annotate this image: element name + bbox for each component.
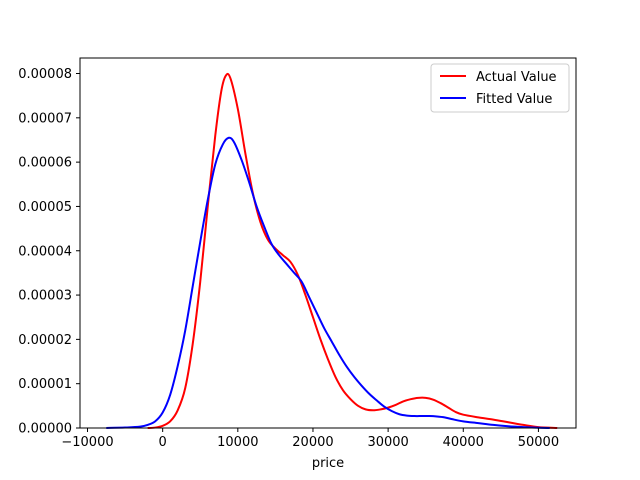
- y-tick-label: 0.00002: [18, 333, 72, 348]
- x-axis-label: price: [312, 456, 344, 471]
- series-line-actual-value: [147, 72, 558, 429]
- y-tick-label: 0.00001: [18, 377, 72, 392]
- y-axis-ticks: 0.00000 0.00001 0.00002 0.00003 0.00004 0.000…: [18, 67, 80, 437]
- legend-label-fitted: Fitted Value: [476, 92, 552, 107]
- plot-area-frame: [79, 57, 577, 429]
- y-tick-label: 0.00003: [18, 289, 72, 304]
- y-tick-label: 0.00000: [18, 422, 72, 437]
- x-tick-label: 20000: [292, 435, 333, 450]
- x-tick-label: 0: [159, 435, 167, 450]
- legend: Actual Value Fitted Value: [430, 63, 570, 113]
- x-tick-label: 10000: [217, 435, 258, 450]
- x-tick-label: −10000: [61, 435, 113, 450]
- y-tick-label: 0.00006: [18, 156, 72, 171]
- y-tick-label: 0.00005: [18, 200, 72, 215]
- x-tick-label: 30000: [367, 435, 408, 450]
- series-line-fitted-value: [106, 136, 550, 429]
- series-curves: [106, 72, 558, 429]
- x-axis-ticks: −10000 0 10000 20000 30000 40000 50000: [61, 428, 559, 450]
- y-tick-label: 0.00008: [18, 67, 72, 82]
- y-tick-label: 0.00007: [18, 111, 72, 126]
- y-tick-label: 0.00004: [18, 244, 72, 259]
- x-tick-label: 40000: [443, 435, 484, 450]
- x-tick-label: 50000: [518, 435, 559, 450]
- legend-label-actual: Actual Value: [476, 70, 557, 85]
